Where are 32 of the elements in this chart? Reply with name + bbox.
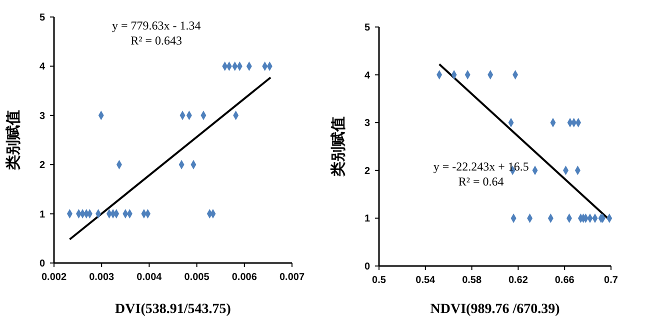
annotation: y = 779.63x - 1.34 <box>112 18 201 32</box>
y-tick-label: 3 <box>364 118 370 130</box>
annotation: R² = 0.64 <box>458 174 504 188</box>
annotation: R² = 0.643 <box>130 33 182 48</box>
x-tick-label: 0.007 <box>279 272 305 283</box>
y-tick-label: 4 <box>39 62 46 73</box>
x-tick-label: 0.58 <box>462 275 482 286</box>
y-tick-label: 5 <box>364 22 370 34</box>
x-tick-label: 0.5 <box>372 275 386 286</box>
x-axis-title: DVI(538.91/543.75) <box>115 302 232 317</box>
y-tick-label: 0 <box>364 262 370 272</box>
x-tick-label: 0.006 <box>232 272 258 283</box>
y-tick-label: 2 <box>39 160 46 172</box>
y-axis-title: 类别赋值 <box>4 110 22 171</box>
x-tick-label: 0.54 <box>416 275 436 286</box>
x-tick-label: 0.62 <box>508 275 528 286</box>
y-axis-title: 类别赋值 <box>329 116 347 178</box>
y-tick-label: 3 <box>39 110 46 122</box>
x-tick-label: 0.7 <box>604 275 618 286</box>
y-tick-label: 4 <box>364 70 370 82</box>
x-tick-label: 0.005 <box>184 272 210 283</box>
y-tick-label: 5 <box>39 12 46 24</box>
annotation: y = -22.243x + 16.5 <box>433 159 529 174</box>
x-tick-label: 0.66 <box>554 275 575 286</box>
y-tick-label: 0 <box>39 258 46 270</box>
x-axis-title: NDVI(989.76 /670.39) <box>430 302 560 317</box>
x-tick-label: 0.003 <box>89 272 115 283</box>
y-tick-label: 1 <box>39 209 46 220</box>
y-tick-label: 2 <box>364 166 370 177</box>
y-tick-label: 1 <box>364 214 370 225</box>
x-tick-label: 0.002 <box>41 272 67 283</box>
x-tick-label: 0.004 <box>136 272 162 283</box>
